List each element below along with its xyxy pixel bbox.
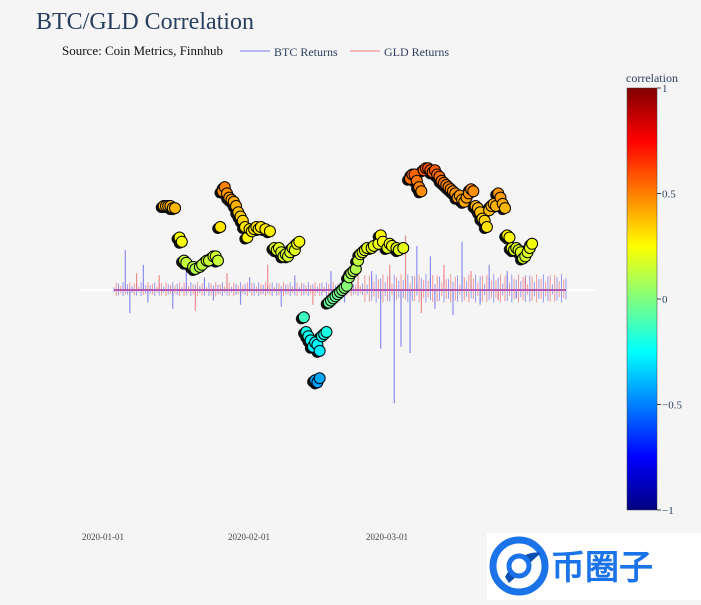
correlation-point[interactable] [320,326,333,338]
colorbar-gradient [626,87,658,511]
correlation-point[interactable] [498,202,511,215]
x-tick-label: 2020-02-01 [228,532,270,542]
colorbar-tick-label: −1 [662,505,674,517]
colorbar-tick-label: 1 [662,83,668,95]
colorbar-tick-label: 0 [662,294,668,306]
correlation-point[interactable] [263,225,276,238]
legend-label-gld[interactable]: GLD Returns [384,45,449,59]
colorbar-tick-label: −0.5 [662,400,682,412]
correlation-point[interactable] [293,235,306,248]
correlation-point[interactable] [175,235,188,248]
correlation-point[interactable] [313,372,326,385]
chart-title: BTC/GLD Correlation [36,9,254,35]
watermark: 币圈子 [487,533,701,600]
legend-label-btc[interactable]: BTC Returns [274,45,338,59]
correlation-points [155,162,539,390]
x-tick-label: 2020-03-01 [366,532,408,542]
correlation-point[interactable] [415,185,428,198]
correlation-point[interactable] [480,221,493,233]
returns-layer [113,235,567,404]
colorbar: correlation 1 0.5 0 −0.5 −1 [626,71,682,517]
correlation-point[interactable] [526,237,539,250]
correlation-point[interactable] [297,311,310,324]
correlation-point[interactable] [397,242,410,254]
correlation-point[interactable] [503,231,516,244]
colorbar-title: correlation [626,71,678,85]
legend: BTC Returns GLD Returns [240,45,449,59]
correlation-point[interactable] [467,185,480,198]
correlation-point[interactable] [211,254,224,267]
watermark-text: 币圈子 [551,548,653,588]
x-tick-label: 2020-01-01 [82,532,124,542]
correlation-point[interactable] [169,202,182,215]
correlation-point[interactable] [214,221,227,233]
chart-subtitle: Source: Coin Metrics, Finnhub [62,43,223,58]
watermark-logo-icon [489,536,549,596]
colorbar-tick-label: 0.5 [662,189,676,201]
correlation-point[interactable] [313,344,326,357]
